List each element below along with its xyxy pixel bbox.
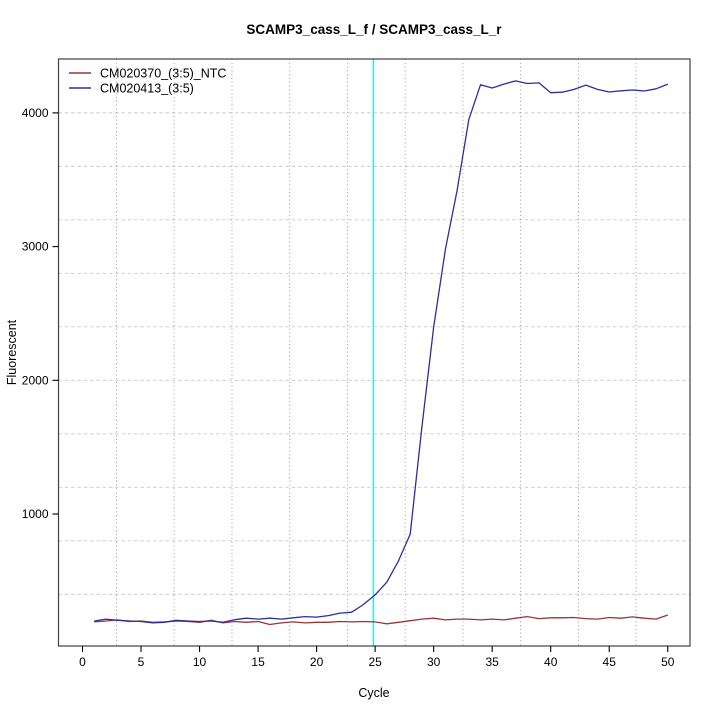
x-tick-label: 35 — [486, 655, 500, 669]
x-tick-label: 10 — [193, 655, 207, 669]
chart-title: SCAMP3_cass_L_f / SCAMP3_cass_L_r — [246, 22, 502, 37]
legend-label: CM020413_(3:5) — [100, 82, 194, 96]
plot-border — [57, 58, 691, 647]
y-tick-label: 2000 — [22, 373, 49, 387]
plot-area: 0 5 10 15 20 25 30 35 40 45 50 1000 2000 3000 4000 CM02… — [22, 58, 691, 669]
x-tick-label: 5 — [138, 655, 145, 669]
y-tick-label: 4000 — [22, 106, 49, 120]
legend-label: CM020370_(3:5)_NTC — [100, 67, 226, 81]
x-tick-label: 50 — [661, 655, 675, 669]
x-tick-label: 20 — [310, 655, 324, 669]
x-tick-label: 25 — [368, 655, 382, 669]
y-axis-label: Fluorescent — [5, 319, 19, 385]
ntc-curve — [94, 614, 669, 626]
y-tick-label: 3000 — [22, 240, 49, 254]
x-tick-label: 15 — [251, 655, 265, 669]
x-tick-label: 45 — [603, 655, 617, 669]
y-tick-label: 1000 — [22, 507, 49, 521]
x-axis-label: Cycle — [358, 686, 389, 700]
x-tick-label: 30 — [427, 655, 441, 669]
x-tick-label: 0 — [79, 655, 86, 669]
x-tick-label: 40 — [544, 655, 558, 669]
amplification-curve — [94, 80, 669, 624]
